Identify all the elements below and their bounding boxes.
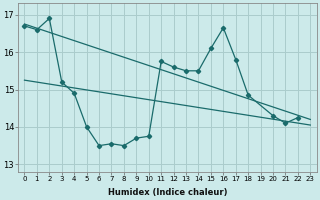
X-axis label: Humidex (Indice chaleur): Humidex (Indice chaleur) <box>108 188 227 197</box>
